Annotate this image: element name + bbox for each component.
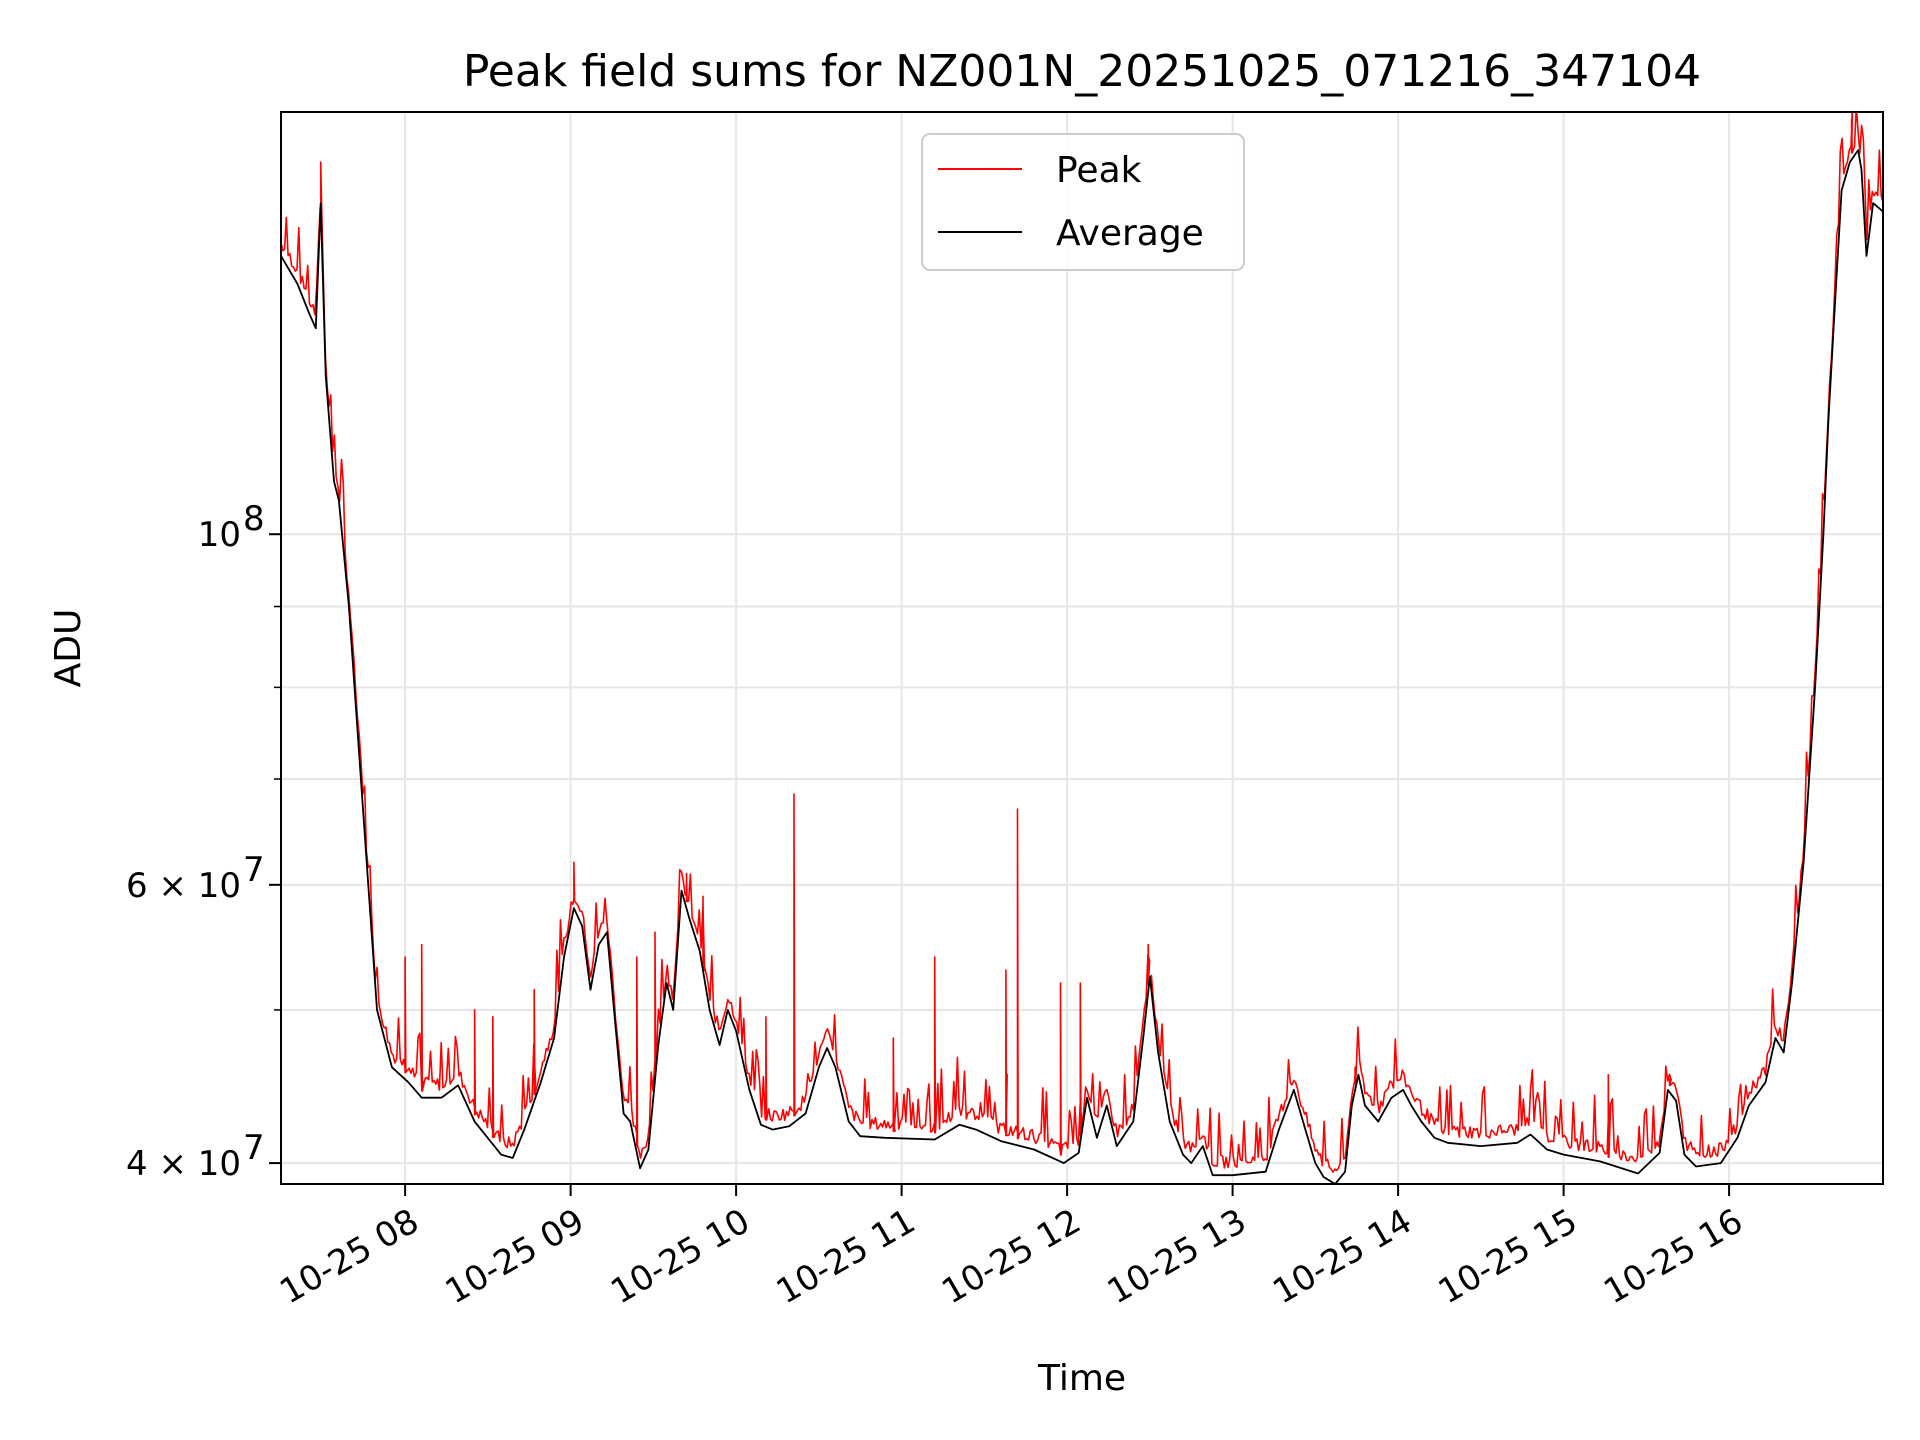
- plot-frame: [280, 111, 1884, 1185]
- legend: Peak Average: [921, 133, 1245, 271]
- y-tick-label-exponent: 7: [243, 1128, 265, 1168]
- y-tick-label-exponent: 8: [243, 499, 265, 539]
- y-tick-label: 6 × 10: [126, 866, 241, 906]
- grid-lines: [281, 112, 1883, 1184]
- chart-title: Peak field sums for NZ001N_20251025_0712…: [463, 46, 1701, 97]
- legend-average-label: Average: [1056, 213, 1204, 254]
- y-tick-label-exponent: 7: [243, 850, 265, 890]
- series-average-line: [281, 149, 1883, 1184]
- legend-peak-label: Peak: [1056, 150, 1142, 191]
- series-peak-line: [281, 112, 1883, 1173]
- y-tick-label-base: 6 × 10: [126, 866, 241, 906]
- y-tick-label-base: 4 × 10: [126, 1144, 241, 1184]
- y-tick-label: 4 × 10: [126, 1144, 241, 1184]
- y-axis-label: ADU: [48, 609, 89, 688]
- y-tick-label-base: 10: [198, 515, 241, 555]
- plot-area: [281, 112, 1883, 1184]
- x-axis-label: Time: [1037, 1358, 1126, 1399]
- y-tick-label: 10: [198, 515, 241, 555]
